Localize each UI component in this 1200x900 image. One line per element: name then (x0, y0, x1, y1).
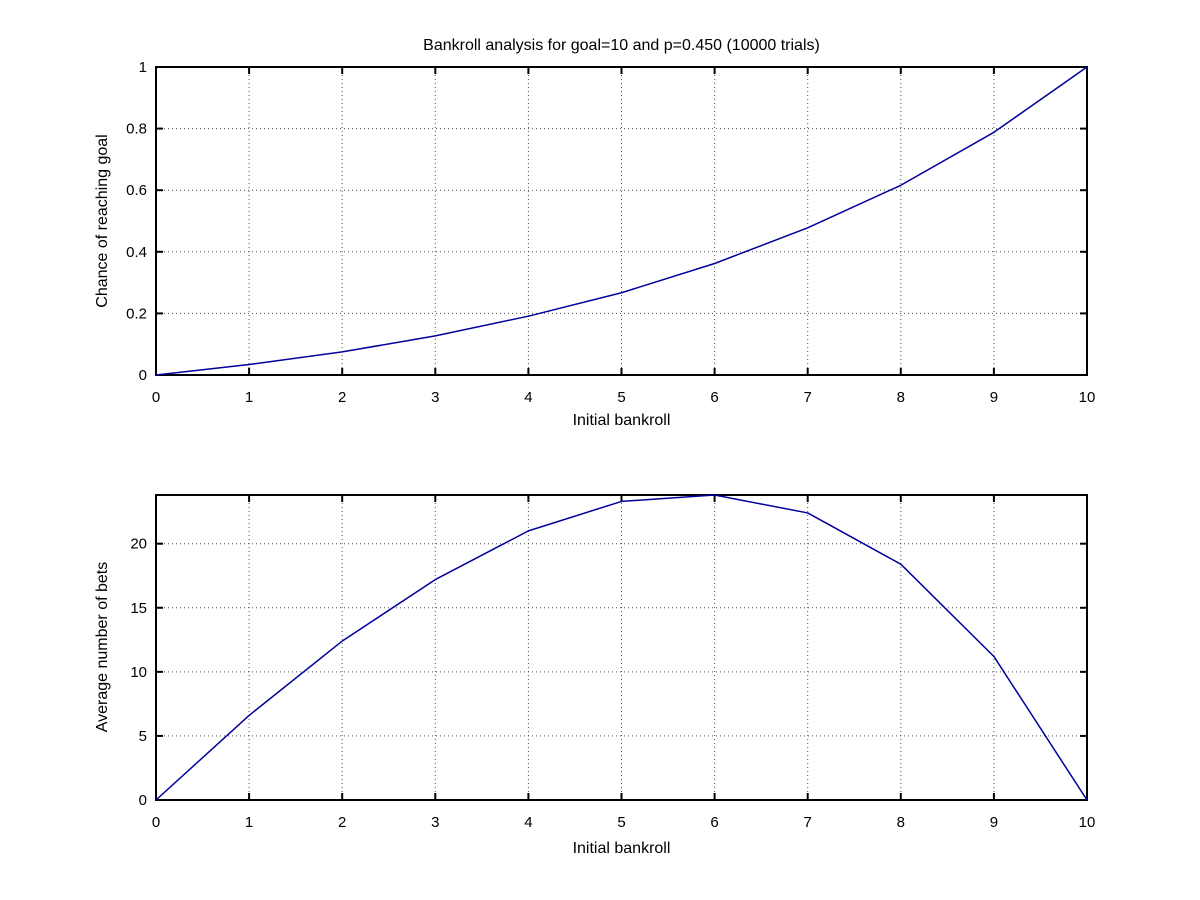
bottom-plot-y-tick-label: 5 (139, 728, 147, 745)
bottom-plot-x-tick-label: 1 (245, 814, 253, 831)
top-plot-xlabel: Initial bankroll (572, 412, 671, 429)
top-plot-curve (155, 66, 1088, 376)
bottom-plot-xlabel: Initial bankroll (572, 840, 671, 857)
top-plot-x-tick-label: 6 (710, 389, 718, 406)
top-plot-y-tick-label: 0.2 (126, 305, 147, 322)
top-plot-y-tick-label: 1 (139, 59, 147, 76)
chart-title: Bankroll analysis for goal=10 and p=0.45… (423, 37, 820, 54)
bottom-plot-x-tick-label: 8 (897, 814, 905, 831)
bottom-plot-y-tick-label: 15 (130, 600, 147, 617)
bottom-plot-curve (155, 494, 1088, 801)
bottom-plot-x-tick-label: 2 (338, 814, 346, 831)
top-plot-x-tick-label: 7 (804, 389, 812, 406)
top-plot-x-tick-label: 5 (617, 389, 625, 406)
bottom-plot-x-tick-label: 3 (431, 814, 439, 831)
bottom-plot-x-tick-label: 4 (524, 814, 532, 831)
bottom-plot-x-tick-label: 7 (804, 814, 812, 831)
bottom-plot-x-tick-label: 0 (152, 814, 160, 831)
top-plot-y-tick-label: 0 (139, 367, 147, 384)
top-plot-y-tick-label: 0.6 (126, 182, 147, 199)
bottom-plot-x-tick-label: 9 (990, 814, 998, 831)
top-plot-x-tick-label: 2 (338, 389, 346, 406)
top-plot-x-tick-label: 0 (152, 389, 160, 406)
bottom-plot-y-tick-label: 10 (130, 664, 147, 681)
top-plot-x-tick-label: 10 (1079, 389, 1096, 406)
top-plot-x-tick-label: 3 (431, 389, 439, 406)
top-plot-y-tick-label: 0.8 (126, 121, 147, 138)
top-plot-axis-box (155, 66, 1088, 376)
top-plot-x-tick-label: 4 (524, 389, 532, 406)
bottom-plot-y-tick-label: 20 (130, 536, 147, 553)
bottom-plot-x-tick-label: 6 (710, 814, 718, 831)
bottom-plot-ylabel: Average number of bets (94, 561, 111, 733)
top-plot-ylabel: Chance of reaching goal (94, 134, 111, 308)
bottom-plot-y-tick-label: 0 (139, 792, 147, 809)
top-plot-y-tick-label: 0.4 (126, 244, 147, 261)
top-plot-x-tick-label: 9 (990, 389, 998, 406)
top-plot-x-tick-label: 1 (245, 389, 253, 406)
top-plot-x-tick-label: 8 (897, 389, 905, 406)
bottom-plot-x-tick-label: 10 (1079, 814, 1096, 831)
bottom-plot-x-tick-label: 5 (617, 814, 625, 831)
